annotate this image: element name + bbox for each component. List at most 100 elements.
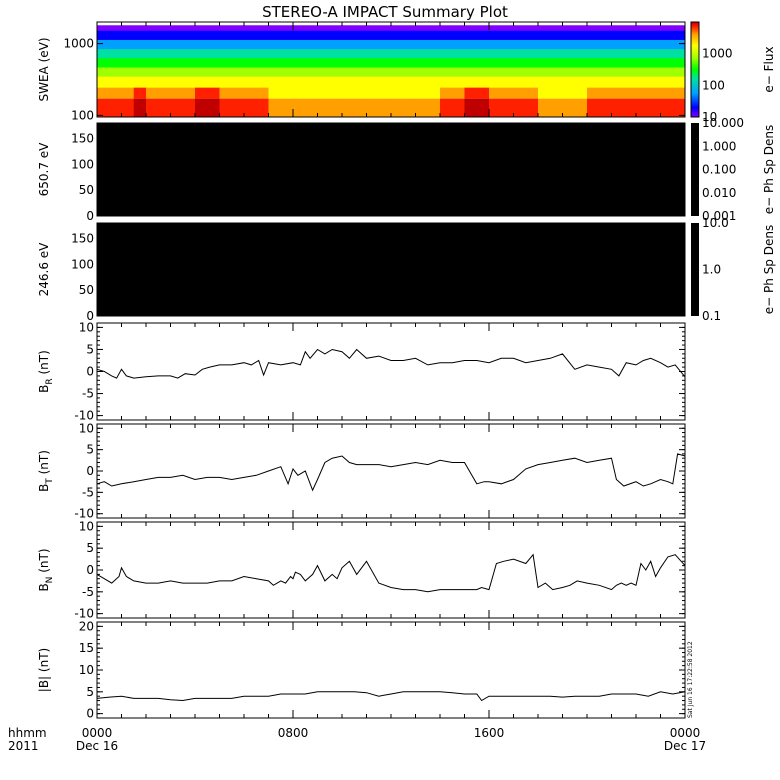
y-tick-label: 100 <box>71 257 94 271</box>
y-axis-label-main: B <box>37 583 51 591</box>
y-tick-label: 5 <box>86 685 94 699</box>
x-tick-label: 0800 <box>278 726 309 740</box>
y-tick-label: 0 <box>86 309 94 323</box>
pitch-angle-fill <box>97 123 685 216</box>
generation-timestamp: Sat Jun 16 17:22:58 2012 <box>687 641 694 718</box>
y-axis-label: |B| (nT) <box>37 648 51 692</box>
series-line <box>96 348 686 379</box>
colorbar-tick-label: 100 <box>702 78 725 92</box>
y-tick-label: 0 <box>86 563 94 577</box>
spectrogram-seg-mid-1 <box>121 87 135 99</box>
y-axis-label-main: B <box>37 385 51 393</box>
panel-1: 100 1000 SWEA (eV) <box>37 21 686 122</box>
spectrogram-seg-low-13 <box>342 98 367 117</box>
colorbar-tick-label: 0.100 <box>702 163 736 177</box>
y-axis-label-unit: (nT) <box>37 450 51 478</box>
spectrogram-seg-mid-10 <box>280 87 294 99</box>
colorbar-tick-label: 10 <box>702 110 717 124</box>
y-tick-label: -10 <box>74 507 94 521</box>
spectrogram-seg-mid-17 <box>440 87 465 99</box>
y-tick-label: 100 <box>71 108 94 122</box>
spectrogram-seg-mid-0 <box>97 87 122 99</box>
y-tick-label: 100 <box>71 157 94 171</box>
y-axis-label: SWEA (eV) <box>37 37 51 101</box>
spectrogram-seg-low-0 <box>97 98 122 117</box>
y-axis-label-subscript: R <box>45 378 55 384</box>
y-tick-label: 15 <box>79 641 94 655</box>
spectrogram-band-6 <box>97 76 685 89</box>
time-axis-label-bottom: 2011 <box>8 739 39 753</box>
colorbar-tick-label: 1.000 <box>702 139 736 153</box>
spectrogram-band-0 <box>97 25 685 32</box>
spectrogram-seg-mid-7 <box>231 87 245 99</box>
y-tick-label: 5 <box>86 342 94 356</box>
colorbar-tick-label: 10.000 <box>702 116 744 130</box>
y-axis-label: 650.7 eV <box>37 142 51 197</box>
spectrogram-band-1 <box>97 30 685 41</box>
y-axis-label-unit: (nT) <box>37 648 51 676</box>
panel-7: 0 5 10 15 20 |B| (nT) <box>37 619 686 721</box>
spectrogram-seg-mid-23 <box>562 87 588 99</box>
spectrogram-seg-low-6 <box>219 98 233 117</box>
spectrogram-seg-mid-16 <box>415 87 441 99</box>
spectrogram-band-2 <box>97 39 685 50</box>
y-tick-label: 1000 <box>63 37 94 51</box>
colorbar-label: e− Ph Sp Dens <box>762 125 776 214</box>
spectrogram-seg-low-5 <box>195 98 220 117</box>
colorbar-label: e− Ph Sp Dens <box>762 225 776 314</box>
spectrogram-seg-mid-25 <box>611 87 637 99</box>
y-tick-label: -5 <box>82 585 94 599</box>
x-tick-label: 0000 <box>670 726 701 740</box>
colorbar-fill <box>691 123 699 216</box>
y-tick-label: 50 <box>79 283 94 297</box>
spectrogram-seg-low-23 <box>562 98 588 117</box>
colorbar-label: e− Flux <box>762 46 776 92</box>
spectrogram-seg-mid-12 <box>317 87 343 99</box>
spectrogram-seg-low-3 <box>146 98 171 117</box>
panel-frame <box>96 322 686 421</box>
spectrogram-seg-low-15 <box>391 98 416 117</box>
spectrogram-seg-mid-6 <box>219 87 233 99</box>
colorbar-fill <box>691 223 699 316</box>
plot-title: STEREO-A IMPACT Summary Plot <box>262 3 508 21</box>
spectrogram-band-3 <box>97 49 685 59</box>
spectrogram-seg-low-19 <box>476 98 490 117</box>
pitch-angle-fill <box>97 223 685 316</box>
y-axis-label-main: |B| <box>37 676 51 692</box>
spectrogram-seg-low-24 <box>587 98 612 117</box>
spectrogram-seg-mid-27 <box>660 87 686 99</box>
spectrogram-seg-low-22 <box>538 98 563 117</box>
y-tick-label: 0 <box>86 707 94 721</box>
panel-frame <box>96 621 686 719</box>
y-axis-label: BT (nT) <box>37 450 55 492</box>
y-axis-label-unit: (nT) <box>37 548 51 576</box>
series-line <box>96 453 686 492</box>
colorbar-tick-label: 1.0 <box>702 263 721 277</box>
x-tick-label: 0000 <box>82 726 113 740</box>
y-tick-label: -5 <box>82 387 94 401</box>
spectrogram-band-4 <box>97 58 685 68</box>
y-tick-label: 0 <box>86 365 94 379</box>
panel-3: 0 50 100 150 246.6 eV <box>37 222 686 323</box>
spectrogram-seg-mid-18 <box>464 87 478 99</box>
spectrogram-seg-mid-13 <box>342 87 367 99</box>
x-tick-date: Dec 17 <box>664 739 706 753</box>
y-tick-label: 50 <box>79 183 94 197</box>
y-tick-label: 20 <box>79 619 94 633</box>
spectrogram-seg-low-1 <box>121 98 135 117</box>
spectrogram-seg-mid-14 <box>366 87 392 99</box>
x-tick-label: 1600 <box>474 726 505 740</box>
y-tick-label: 5 <box>86 443 94 457</box>
y-axis-label: 246.6 eV <box>37 242 51 297</box>
spectrogram-seg-low-25 <box>611 98 637 117</box>
y-tick-label: 150 <box>71 132 94 146</box>
y-tick-label: 10 <box>79 519 94 533</box>
spectrogram-seg-mid-2 <box>133 87 147 99</box>
y-tick-label: -10 <box>74 607 94 621</box>
spectrogram-seg-low-9 <box>268 98 282 117</box>
spectrogram-seg-mid-3 <box>146 87 171 99</box>
y-axis-label-main: B <box>37 484 51 492</box>
spectrogram-seg-mid-26 <box>636 87 661 99</box>
spectrogram-seg-mid-9 <box>268 87 282 99</box>
